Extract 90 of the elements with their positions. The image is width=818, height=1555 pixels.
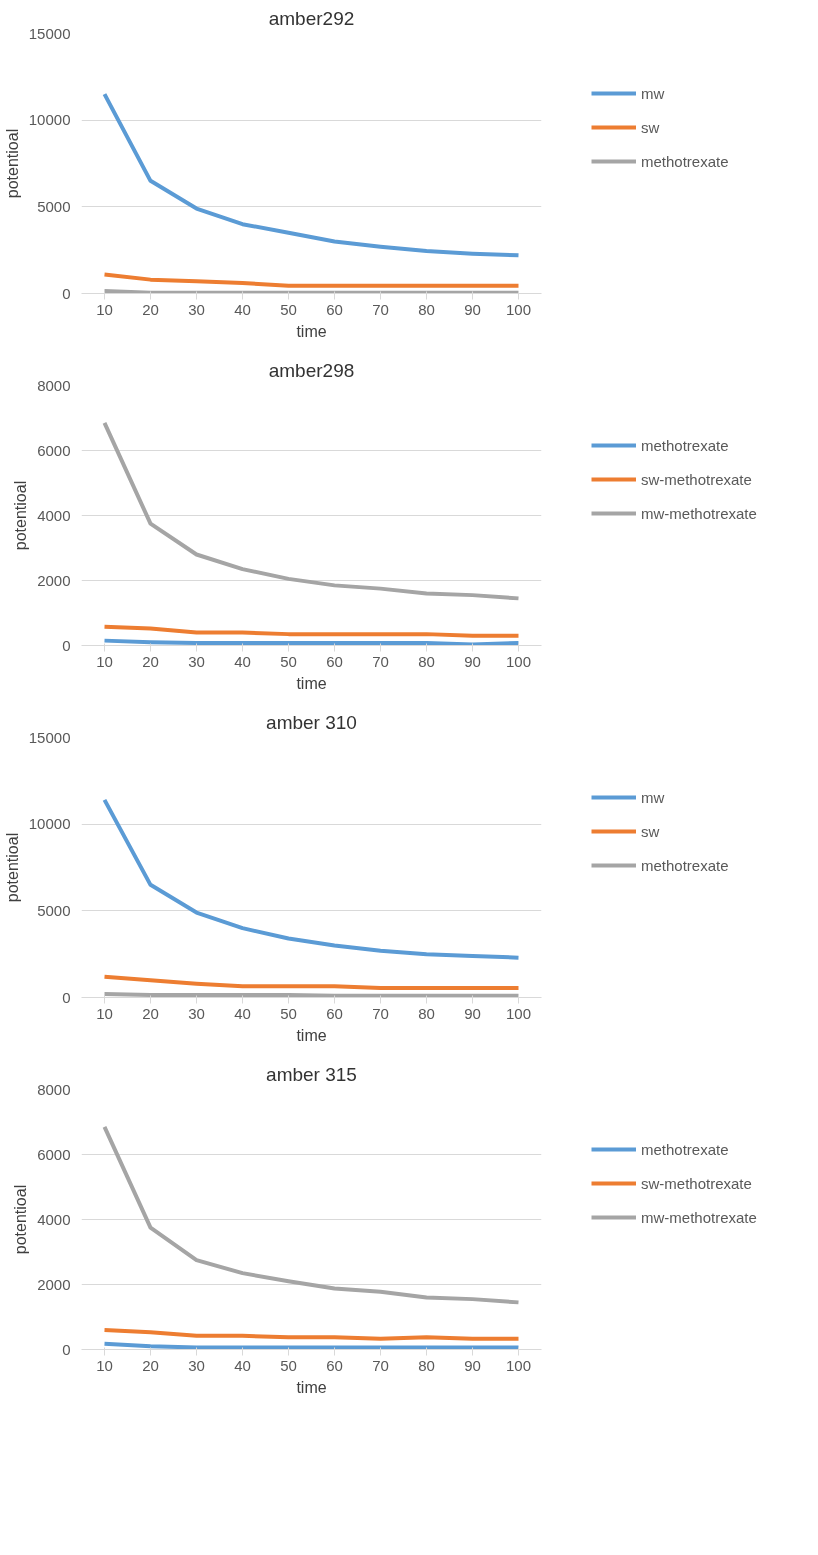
x-tick-label: 50 bbox=[280, 652, 297, 670]
x-tick-label: 80 bbox=[418, 1356, 435, 1374]
y-tick-label: 0 bbox=[62, 988, 71, 1006]
y-tick-label: 2000 bbox=[37, 1275, 71, 1293]
x-tick-label: 50 bbox=[280, 300, 297, 318]
x-tick-label: 70 bbox=[372, 1356, 389, 1374]
y-tick-label: 6000 bbox=[37, 441, 71, 459]
line-series bbox=[102, 797, 521, 960]
legend-label: mw-methotrexate bbox=[641, 1208, 757, 1226]
x-tick-label: 50 bbox=[280, 1356, 297, 1374]
x-tick-label: 100 bbox=[505, 1004, 532, 1022]
y-axis-title: potentioal bbox=[3, 832, 21, 903]
x-tick-label: 90 bbox=[464, 652, 481, 670]
line-series bbox=[102, 1124, 521, 1305]
x-tick-label: 20 bbox=[142, 1004, 159, 1022]
x-tick-label: 80 bbox=[418, 652, 435, 670]
x-tick-label: 70 bbox=[372, 652, 389, 670]
x-tick-label: 30 bbox=[188, 652, 205, 670]
y-tick-label: 15000 bbox=[28, 728, 71, 746]
y-tick-label: 15000 bbox=[28, 24, 71, 42]
x-tick-label: 40 bbox=[234, 1356, 251, 1374]
x-tick-label: 30 bbox=[188, 1356, 205, 1374]
legend-label: methotrexate bbox=[641, 152, 729, 170]
line-series bbox=[102, 420, 521, 601]
x-tick-label: 90 bbox=[464, 1004, 481, 1022]
chart-title: amber 310 bbox=[266, 711, 357, 733]
x-tick-label: 40 bbox=[234, 300, 251, 318]
y-tick-label: 4000 bbox=[37, 1210, 71, 1228]
x-tick-label: 60 bbox=[326, 1356, 343, 1374]
x-tick-label: 40 bbox=[234, 652, 251, 670]
x-axis-title: time bbox=[296, 1378, 327, 1396]
y-axis-title: potentioal bbox=[12, 480, 30, 551]
chart-title: amber 315 bbox=[266, 1063, 357, 1085]
legend-label: methotrexate bbox=[641, 436, 729, 454]
line-series bbox=[102, 92, 521, 258]
y-tick-label: 6000 bbox=[37, 1145, 71, 1163]
y-tick-label: 0 bbox=[62, 636, 71, 654]
x-tick-label: 10 bbox=[96, 1004, 113, 1022]
legend-label: mw-methotrexate bbox=[641, 504, 757, 522]
y-tick-label: 0 bbox=[62, 1340, 71, 1358]
legend-label: sw bbox=[641, 118, 661, 136]
x-tick-label: 70 bbox=[372, 1004, 389, 1022]
x-tick-label: 30 bbox=[188, 300, 205, 318]
y-axis-title: potentioal bbox=[3, 128, 21, 199]
x-tick-label: 30 bbox=[188, 1004, 205, 1022]
y-tick-label: 8000 bbox=[37, 1080, 71, 1098]
y-tick-label: 10000 bbox=[28, 111, 71, 129]
x-tick-label: 80 bbox=[418, 1004, 435, 1022]
x-tick-label: 100 bbox=[505, 300, 532, 318]
x-tick-label: 100 bbox=[505, 1356, 532, 1374]
x-tick-label: 60 bbox=[326, 652, 343, 670]
y-tick-label: 8000 bbox=[37, 376, 71, 394]
y-axis-title: potentioal bbox=[12, 1184, 30, 1255]
x-tick-label: 100 bbox=[505, 652, 532, 670]
x-tick-label: 90 bbox=[464, 1356, 481, 1374]
x-axis-title: time bbox=[296, 322, 327, 340]
line-series bbox=[102, 272, 521, 288]
x-tick-label: 90 bbox=[464, 300, 481, 318]
y-tick-label: 0 bbox=[62, 284, 71, 302]
y-tick-label: 10000 bbox=[28, 815, 71, 833]
x-tick-label: 10 bbox=[96, 652, 113, 670]
y-tick-label: 5000 bbox=[37, 901, 71, 919]
x-tick-label: 60 bbox=[326, 1004, 343, 1022]
x-tick-label: 10 bbox=[96, 1356, 113, 1374]
legend-label: methotrexate bbox=[641, 856, 729, 874]
x-tick-label: 70 bbox=[372, 300, 389, 318]
x-tick-label: 60 bbox=[326, 300, 343, 318]
legend-label: methotrexate bbox=[641, 1140, 729, 1158]
legend-label: sw-methotrexate bbox=[641, 470, 752, 488]
legend-label: sw-methotrexate bbox=[641, 1174, 752, 1192]
x-tick-label: 20 bbox=[142, 652, 159, 670]
line-series bbox=[102, 624, 521, 638]
y-tick-label: 2000 bbox=[37, 571, 71, 589]
line-series bbox=[102, 974, 521, 990]
x-tick-label: 20 bbox=[142, 300, 159, 318]
chart-title: amber292 bbox=[268, 7, 355, 29]
y-tick-label: 4000 bbox=[37, 506, 71, 524]
x-axis-title: time bbox=[296, 674, 327, 692]
x-tick-label: 20 bbox=[142, 1356, 159, 1374]
x-tick-label: 10 bbox=[96, 300, 113, 318]
x-tick-label: 80 bbox=[418, 300, 435, 318]
x-axis-title: time bbox=[296, 1026, 327, 1044]
chart-title: amber298 bbox=[268, 359, 355, 381]
legend-label: mw bbox=[641, 788, 665, 806]
y-tick-label: 5000 bbox=[37, 197, 71, 215]
x-tick-label: 50 bbox=[280, 1004, 297, 1022]
line-series bbox=[102, 1328, 521, 1341]
legend-label: mw bbox=[641, 84, 665, 102]
legend-label: sw bbox=[641, 822, 661, 840]
x-tick-label: 40 bbox=[234, 1004, 251, 1022]
